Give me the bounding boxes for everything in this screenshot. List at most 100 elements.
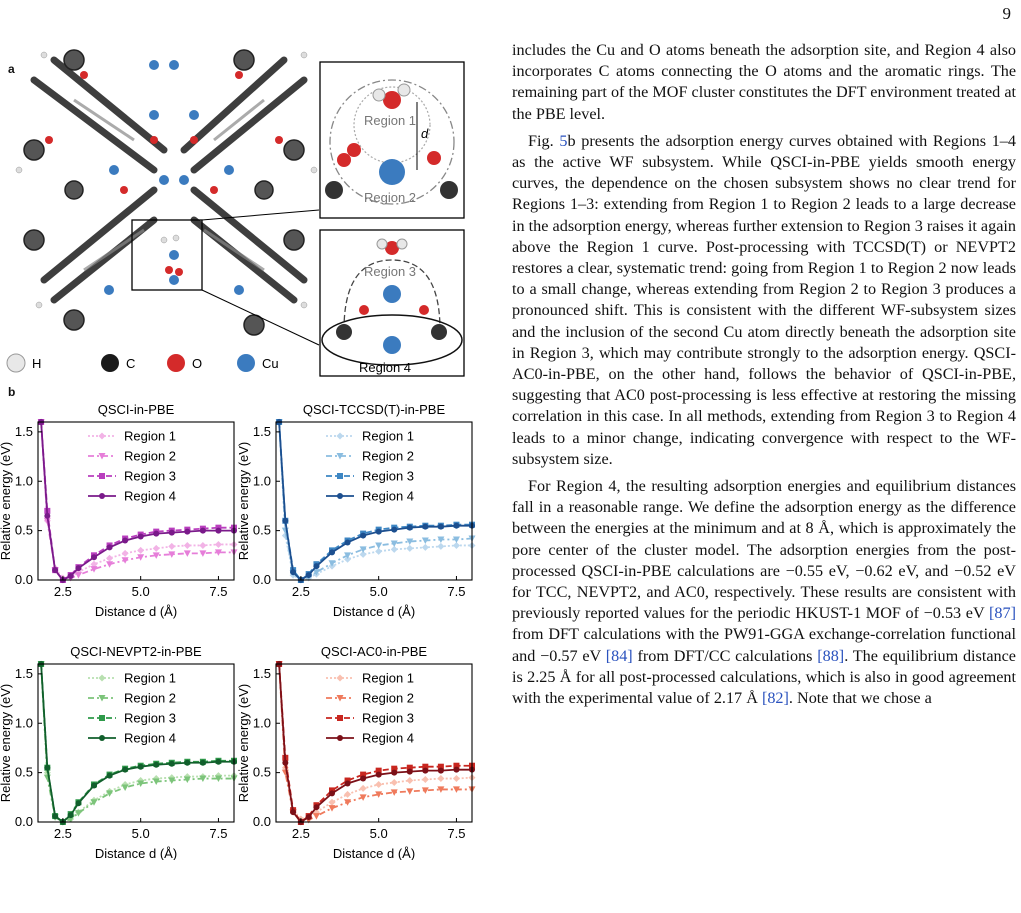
series-line-4 (278, 422, 472, 580)
data-point (122, 766, 129, 773)
paragraph-1: includes the Cu and O atoms beneath the … (512, 41, 1016, 123)
data-point (328, 798, 336, 806)
data-point (344, 555, 352, 563)
data-point (437, 767, 444, 774)
data-point (75, 565, 82, 572)
legend-label: Region 4 (124, 489, 176, 504)
chart-3: QSCI-NEVPT2-in-PBE 2.5 5.0 7.5 0.0 0.5 1.0 1.5 D… (0, 644, 238, 860)
data-point (453, 522, 460, 529)
citation-88[interactable]: [88] (817, 646, 845, 665)
y-tick-label: 0.0 (253, 814, 271, 829)
data-point (137, 546, 145, 554)
chart-1: QSCI-in-PBE 2.5 5.0 7.5 0.0 0.5 1.0 1.5 Distance… (0, 402, 238, 619)
data-point (406, 764, 413, 771)
data-point (199, 541, 207, 549)
data-point (437, 763, 444, 770)
region2-label: Region 2 (364, 190, 416, 205)
data-point (359, 794, 367, 801)
data-point (137, 780, 145, 787)
data-point (391, 765, 398, 772)
data-point (313, 804, 320, 811)
data-point (91, 782, 97, 789)
page-number: 9 (1002, 4, 1012, 23)
atom-o-swatch (167, 354, 185, 372)
data-point (152, 544, 160, 552)
data-point (67, 573, 74, 580)
region4-label: Region 4 (359, 360, 411, 375)
plot-frame (37, 663, 235, 823)
x-tick-label: 7.5 (209, 584, 227, 599)
data-point (90, 799, 98, 806)
data-point (312, 569, 320, 576)
atom-legend: H C O Cu (2, 352, 302, 374)
legend-label: Region 4 (124, 731, 176, 746)
x-axis-label: Distance d (Å) (95, 604, 177, 619)
citation-84[interactable]: [84] (605, 646, 633, 665)
y-tick-label: 0.5 (253, 765, 271, 780)
legend-label: Region 3 (124, 711, 176, 726)
data-point (359, 546, 367, 553)
atom-h-swatch (6, 353, 26, 373)
data-point (360, 771, 367, 778)
y-axis-label: Relative energy (eV) (236, 442, 251, 561)
data-point (168, 760, 175, 767)
legend-marker (98, 695, 106, 702)
legend-marker (98, 453, 106, 460)
data-point (390, 540, 398, 547)
x-tick-label: 5.0 (132, 826, 150, 841)
data-point (406, 768, 413, 775)
body-text-column: includes the Cu and O atoms beneath the … (512, 40, 1016, 709)
inset-regions-1-2: Region 1 d Region 2 (319, 61, 465, 219)
legend-marker (99, 735, 105, 741)
data-point (375, 791, 383, 798)
x-axis-label: Distance d (Å) (333, 846, 415, 860)
data-point (375, 547, 383, 555)
chart-title: QSCI-NEVPT2-in-PBE (70, 644, 202, 659)
data-point (406, 777, 414, 785)
data-point (406, 544, 414, 552)
data-point (421, 543, 429, 551)
data-point (359, 784, 367, 792)
legend-marker (337, 493, 343, 499)
legend-marker (336, 432, 344, 440)
data-point (121, 557, 129, 564)
data-point (137, 533, 144, 540)
data-point (344, 790, 352, 798)
chart-title: QSCI-in-PBE (98, 402, 175, 417)
y-tick-label: 0.0 (15, 572, 33, 587)
data-point (453, 762, 460, 769)
atom-h-label: H (32, 356, 41, 371)
legend-marker (337, 473, 343, 479)
legend-marker (98, 432, 106, 440)
citation-87[interactable]: [87] (989, 604, 1016, 623)
data-point (168, 551, 176, 558)
data-point (375, 767, 382, 774)
data-point (91, 554, 97, 561)
data-point (437, 523, 444, 530)
figure-link[interactable]: 5 (559, 131, 568, 150)
data-point (344, 552, 352, 559)
data-point (153, 530, 160, 537)
data-point (375, 542, 383, 549)
data-point (282, 517, 289, 524)
data-point (44, 764, 51, 771)
data-point (359, 550, 367, 558)
x-tick-label: 2.5 (54, 826, 72, 841)
chart-title: QSCI-AC0-in-PBE (321, 644, 428, 659)
atom-o-label: O (192, 356, 202, 371)
panel-a-label: a (8, 62, 15, 76)
y-tick-label: 0.5 (253, 523, 271, 538)
plot-frame (275, 421, 473, 581)
data-point (437, 542, 445, 550)
legend-label: Region 1 (362, 671, 414, 686)
x-tick-label: 5.0 (370, 826, 388, 841)
data-point (90, 566, 98, 573)
mof-framework (15, 49, 318, 336)
citation-82[interactable]: [82] (761, 689, 789, 708)
data-point (328, 805, 336, 812)
data-point (106, 790, 114, 797)
data-point (422, 523, 429, 530)
y-tick-label: 1.5 (15, 424, 33, 439)
data-point (329, 790, 335, 797)
adsorption-site-box (131, 219, 203, 291)
